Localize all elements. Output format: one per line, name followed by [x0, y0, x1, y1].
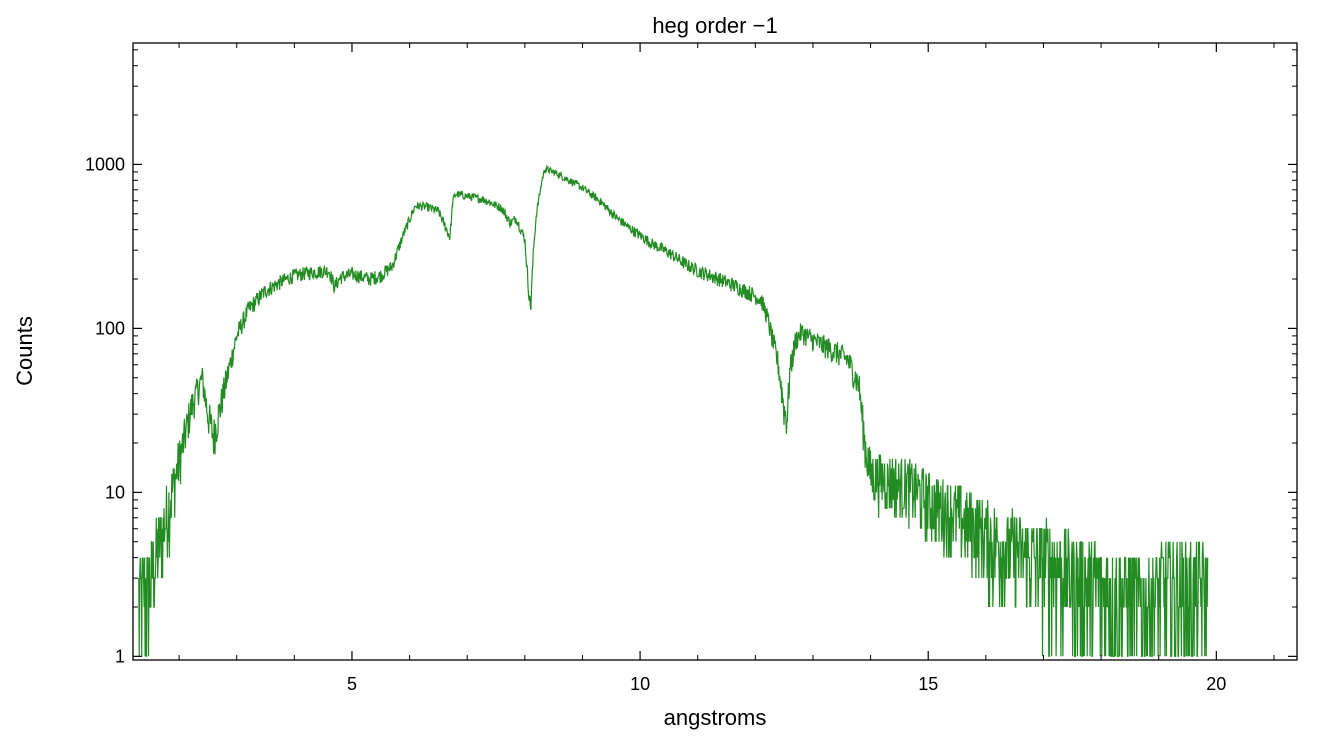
x-tick-label: 20	[1206, 674, 1226, 694]
spectrum-line	[138, 164, 1209, 657]
y-tick-label: 1000	[85, 154, 125, 174]
x-tick-label: 10	[630, 674, 650, 694]
x-tick-label: 5	[347, 674, 357, 694]
y-tick-label: 1	[115, 646, 125, 666]
x-tick-label: 15	[918, 674, 938, 694]
chart-title: heg order −1	[652, 13, 777, 38]
spectrum-series	[138, 164, 1209, 657]
plot-frame	[132, 42, 1298, 661]
y-tick-label: 10	[105, 482, 125, 502]
y-axis-label: Counts	[12, 316, 37, 386]
x-axis: 5 10 15 20	[178, 43, 1275, 694]
x-axis-label: angstroms	[664, 705, 767, 730]
y-tick-label: 100	[95, 318, 125, 338]
y-axis: 1 10 100 1000	[85, 49, 1297, 666]
